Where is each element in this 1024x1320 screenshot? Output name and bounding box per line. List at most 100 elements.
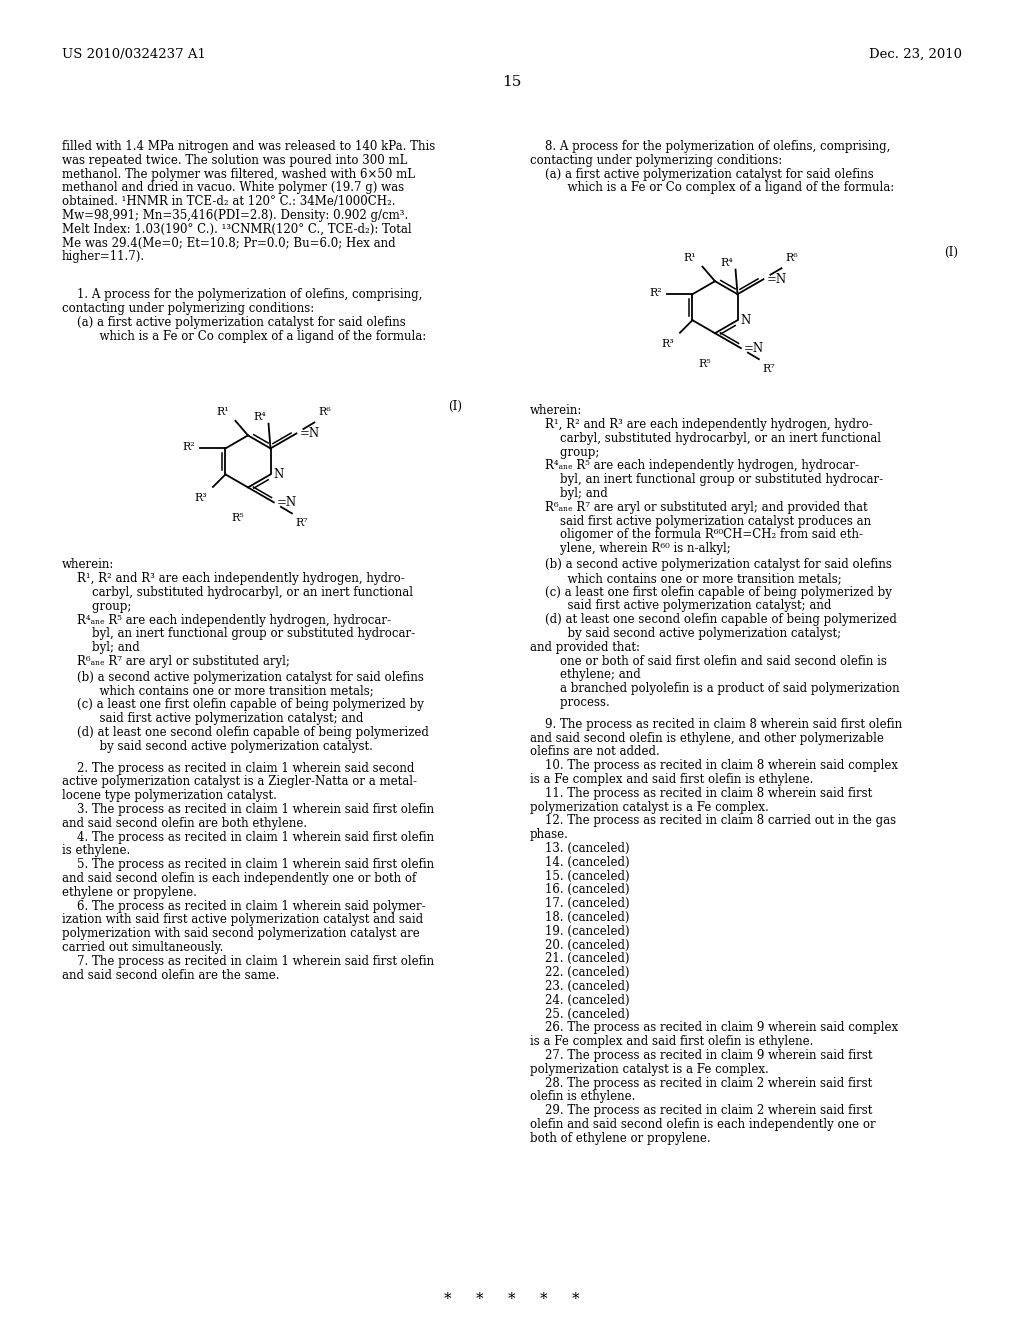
Text: Me was 29.4(Me=0; Et=10.8; Pr=0.0; Bu=6.0; Hex and: Me was 29.4(Me=0; Et=10.8; Pr=0.0; Bu=6.… xyxy=(62,236,395,249)
Text: a branched polyolefin is a product of said polymerization: a branched polyolefin is a product of sa… xyxy=(530,682,900,696)
Text: R²: R² xyxy=(649,288,662,298)
Text: R⁴: R⁴ xyxy=(721,257,733,268)
Text: 11. The process as recited in claim 8 wherein said first: 11. The process as recited in claim 8 wh… xyxy=(530,787,872,800)
Text: byl, an inert functional group or substituted hydrocar-: byl, an inert functional group or substi… xyxy=(62,627,415,640)
Text: 10. The process as recited in claim 8 wherein said complex: 10. The process as recited in claim 8 wh… xyxy=(530,759,898,772)
Text: 2. The process as recited in claim 1 wherein said second: 2. The process as recited in claim 1 whe… xyxy=(62,762,415,775)
Text: ization with said first active polymerization catalyst and said: ization with said first active polymeriz… xyxy=(62,913,423,927)
Text: R¹: R¹ xyxy=(684,252,696,263)
Text: one or both of said first olefin and said second olefin is: one or both of said first olefin and sai… xyxy=(530,655,887,668)
Text: R⁴ₐₙₑ R⁵ are each independently hydrogen, hydrocar-: R⁴ₐₙₑ R⁵ are each independently hydrogen… xyxy=(62,614,391,627)
Text: is ethylene.: is ethylene. xyxy=(62,845,130,858)
Text: is a Fe complex and said first olefin is ethylene.: is a Fe complex and said first olefin is… xyxy=(530,774,813,785)
Text: and said second olefin is each independently one or both of: and said second olefin is each independe… xyxy=(62,873,416,884)
Text: 4. The process as recited in claim 1 wherein said first olefin: 4. The process as recited in claim 1 whe… xyxy=(62,830,434,843)
Text: 5. The process as recited in claim 1 wherein said first olefin: 5. The process as recited in claim 1 whe… xyxy=(62,858,434,871)
Text: R³: R³ xyxy=(662,339,674,348)
Text: *     *     *     *     *: * * * * * xyxy=(444,1292,580,1305)
Text: 12. The process as recited in claim 8 carried out in the gas: 12. The process as recited in claim 8 ca… xyxy=(530,814,896,828)
Text: R⁵: R⁵ xyxy=(231,513,244,524)
Text: wherein:: wherein: xyxy=(62,558,115,572)
Text: ethylene or propylene.: ethylene or propylene. xyxy=(62,886,197,899)
Text: 15. (canceled): 15. (canceled) xyxy=(530,870,630,883)
Text: =N: =N xyxy=(299,426,319,440)
Text: 9. The process as recited in claim 8 wherein said first olefin: 9. The process as recited in claim 8 whe… xyxy=(530,718,902,731)
Text: R²: R² xyxy=(182,442,195,453)
Text: process.: process. xyxy=(530,696,609,709)
Text: =N: =N xyxy=(766,273,786,285)
Text: N: N xyxy=(273,467,284,480)
Text: R¹, R² and R³ are each independently hydrogen, hydro-: R¹, R² and R³ are each independently hyd… xyxy=(62,572,404,585)
Text: (d) at least one second olefin capable of being polymerized: (d) at least one second olefin capable o… xyxy=(62,726,429,739)
Text: locene type polymerization catalyst.: locene type polymerization catalyst. xyxy=(62,789,276,803)
Text: obtained. ¹HNMR in TCE-d₂ at 120° C.: 34Me/1000CH₂.: obtained. ¹HNMR in TCE-d₂ at 120° C.: 34… xyxy=(62,195,395,209)
Text: group;: group; xyxy=(530,446,599,458)
Text: 16. (canceled): 16. (canceled) xyxy=(530,883,630,896)
Text: 26. The process as recited in claim 9 wherein said complex: 26. The process as recited in claim 9 wh… xyxy=(530,1022,898,1035)
Text: byl; and: byl; and xyxy=(530,487,608,500)
Text: group;: group; xyxy=(62,599,131,612)
Text: both of ethylene or propylene.: both of ethylene or propylene. xyxy=(530,1131,711,1144)
Text: higher=11.7).: higher=11.7). xyxy=(62,251,145,264)
Text: 19. (canceled): 19. (canceled) xyxy=(530,925,630,937)
Text: US 2010/0324237 A1: US 2010/0324237 A1 xyxy=(62,48,206,61)
Text: (I): (I) xyxy=(449,400,462,413)
Text: said first active polymerization catalyst produces an: said first active polymerization catalys… xyxy=(530,515,871,528)
Text: (b) a second active polymerization catalyst for said olefins: (b) a second active polymerization catal… xyxy=(530,558,892,572)
Text: R³: R³ xyxy=(195,492,207,503)
Text: contacting under polymerizing conditions:: contacting under polymerizing conditions… xyxy=(530,154,782,166)
Text: olefin and said second olefin is each independently one or: olefin and said second olefin is each in… xyxy=(530,1118,876,1131)
Text: by said second active polymerization catalyst;: by said second active polymerization cat… xyxy=(530,627,841,640)
Text: 3. The process as recited in claim 1 wherein said first olefin: 3. The process as recited in claim 1 whe… xyxy=(62,803,434,816)
Text: byl, an inert functional group or substituted hydrocar-: byl, an inert functional group or substi… xyxy=(530,473,883,486)
Text: polymerization with said second polymerization catalyst are: polymerization with said second polymeri… xyxy=(62,927,420,940)
Text: N: N xyxy=(740,314,751,327)
Text: 25. (canceled): 25. (canceled) xyxy=(530,1007,630,1020)
Text: ethylene; and: ethylene; and xyxy=(530,668,641,681)
Text: 20. (canceled): 20. (canceled) xyxy=(530,939,630,952)
Text: 27. The process as recited in claim 9 wherein said first: 27. The process as recited in claim 9 wh… xyxy=(530,1049,872,1063)
Text: which contains one or more transition metals;: which contains one or more transition me… xyxy=(62,685,374,697)
Text: which contains one or more transition metals;: which contains one or more transition me… xyxy=(530,572,842,585)
Text: wherein:: wherein: xyxy=(530,404,583,417)
Text: 24. (canceled): 24. (canceled) xyxy=(530,994,630,1007)
Text: 21. (canceled): 21. (canceled) xyxy=(530,953,630,965)
Text: R¹: R¹ xyxy=(217,407,229,417)
Text: contacting under polymerizing conditions:: contacting under polymerizing conditions… xyxy=(62,302,314,315)
Text: and provided that:: and provided that: xyxy=(530,640,640,653)
Text: 7. The process as recited in claim 1 wherein said first olefin: 7. The process as recited in claim 1 whe… xyxy=(62,954,434,968)
Text: R⁶ₐₙₑ R⁷ are aryl or substituted aryl;: R⁶ₐₙₑ R⁷ are aryl or substituted aryl; xyxy=(62,655,290,668)
Text: was repeated twice. The solution was poured into 300 mL: was repeated twice. The solution was pou… xyxy=(62,154,408,166)
Text: R⁶: R⁶ xyxy=(318,408,331,417)
Text: 17. (canceled): 17. (canceled) xyxy=(530,898,630,911)
Text: which is a Fe or Co complex of a ligand of the formula:: which is a Fe or Co complex of a ligand … xyxy=(62,330,426,343)
Text: 28. The process as recited in claim 2 wherein said first: 28. The process as recited in claim 2 wh… xyxy=(530,1077,872,1089)
Text: said first active polymerization catalyst; and: said first active polymerization catalys… xyxy=(62,713,364,725)
Text: 6. The process as recited in claim 1 wherein said polymer-: 6. The process as recited in claim 1 whe… xyxy=(62,900,426,912)
Text: byl; and: byl; and xyxy=(62,642,139,655)
Text: (I): (I) xyxy=(944,246,958,259)
Text: polymerization catalyst is a Fe complex.: polymerization catalyst is a Fe complex. xyxy=(530,1063,769,1076)
Text: active polymerization catalyst is a Ziegler-Natta or a metal-: active polymerization catalyst is a Zieg… xyxy=(62,775,417,788)
Text: Dec. 23, 2010: Dec. 23, 2010 xyxy=(869,48,962,61)
Text: R¹, R² and R³ are each independently hydrogen, hydro-: R¹, R² and R³ are each independently hyd… xyxy=(530,418,872,432)
Text: 29. The process as recited in claim 2 wherein said first: 29. The process as recited in claim 2 wh… xyxy=(530,1105,872,1117)
Text: is a Fe complex and said first olefin is ethylene.: is a Fe complex and said first olefin is… xyxy=(530,1035,813,1048)
Text: methanol. The polymer was filtered, washed with 6×50 mL: methanol. The polymer was filtered, wash… xyxy=(62,168,415,181)
Text: (a) a first active polymerization catalyst for said olefins: (a) a first active polymerization cataly… xyxy=(530,168,873,181)
Text: 8. A process for the polymerization of olefins, comprising,: 8. A process for the polymerization of o… xyxy=(530,140,891,153)
Text: olefins are not added.: olefins are not added. xyxy=(530,746,659,759)
Text: 18. (canceled): 18. (canceled) xyxy=(530,911,630,924)
Text: R⁵: R⁵ xyxy=(698,359,711,370)
Text: polymerization catalyst is a Fe complex.: polymerization catalyst is a Fe complex. xyxy=(530,801,769,813)
Text: filled with 1.4 MPa nitrogen and was released to 140 kPa. This: filled with 1.4 MPa nitrogen and was rel… xyxy=(62,140,435,153)
Text: ylene, wherein R⁶⁰ is n-alkyl;: ylene, wherein R⁶⁰ is n-alkyl; xyxy=(530,543,731,556)
Text: and said second olefin is ethylene, and other polymerizable: and said second olefin is ethylene, and … xyxy=(530,731,884,744)
Text: carbyl, substituted hydrocarbyl, or an inert functional: carbyl, substituted hydrocarbyl, or an i… xyxy=(530,432,881,445)
Text: (a) a first active polymerization catalyst for said olefins: (a) a first active polymerization cataly… xyxy=(62,315,406,329)
Text: Mw=98,991; Mn=35,416(PDI=2.8). Density: 0.902 g/cm³.: Mw=98,991; Mn=35,416(PDI=2.8). Density: … xyxy=(62,209,409,222)
Text: and said second olefin are both ethylene.: and said second olefin are both ethylene… xyxy=(62,817,307,830)
Text: carried out simultaneously.: carried out simultaneously. xyxy=(62,941,223,954)
Text: (c) a least one first olefin capable of being polymerized by: (c) a least one first olefin capable of … xyxy=(62,698,424,711)
Text: (b) a second active polymerization catalyst for said olefins: (b) a second active polymerization catal… xyxy=(62,671,424,684)
